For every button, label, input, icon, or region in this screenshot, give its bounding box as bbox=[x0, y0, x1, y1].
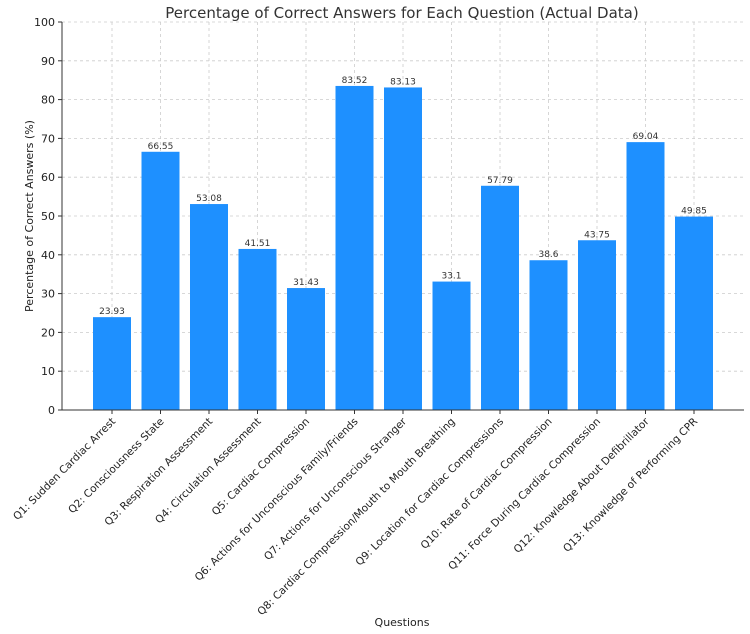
bar bbox=[238, 248, 277, 410]
bar bbox=[432, 281, 471, 410]
bar-value-label: 57.79 bbox=[487, 176, 513, 186]
x-tick-label: Q2: Consciousness State bbox=[66, 416, 167, 517]
y-tick-label: 100 bbox=[34, 16, 55, 29]
y-tick-label: 10 bbox=[41, 365, 55, 378]
bar-value-label: 38.6 bbox=[538, 250, 558, 260]
y-tick-label: 80 bbox=[41, 94, 55, 107]
bar-value-label: 83.52 bbox=[342, 76, 368, 86]
bar-value-label: 66.55 bbox=[148, 142, 174, 152]
bar bbox=[481, 185, 519, 410]
bar bbox=[335, 85, 374, 411]
bar-value-label: 69.04 bbox=[633, 132, 659, 142]
y-tick-label: 50 bbox=[41, 210, 55, 223]
y-tick-label: 60 bbox=[41, 171, 55, 184]
bar-value-label: 53.08 bbox=[196, 194, 222, 204]
bar-value-label: 31.43 bbox=[293, 278, 319, 288]
y-tick-label: 20 bbox=[41, 326, 55, 339]
x-axis-label: Questions bbox=[375, 616, 430, 629]
bar bbox=[529, 260, 568, 410]
y-tick-label: 40 bbox=[41, 249, 55, 262]
bar bbox=[578, 240, 616, 410]
y-tick-label: 70 bbox=[41, 132, 55, 145]
chart-title: Percentage of Correct Answers for Each Q… bbox=[165, 4, 638, 22]
bar-value-label: 23.93 bbox=[99, 307, 125, 317]
bar bbox=[287, 288, 325, 410]
bar-value-label: 43.75 bbox=[584, 230, 610, 240]
y-axis-label: Percentage of Correct Answers (%) bbox=[23, 120, 36, 312]
x-tick-label: Q5: Cardiac Compression bbox=[210, 416, 313, 519]
bar-value-label: 49.85 bbox=[681, 207, 707, 217]
bar bbox=[675, 216, 713, 410]
bar-layer bbox=[93, 85, 713, 411]
y-tick-label: 30 bbox=[41, 288, 55, 301]
bar-value-label: 41.51 bbox=[245, 239, 271, 249]
y-tick-label: 0 bbox=[48, 404, 55, 417]
x-tick-label: Q6: Actions for Unconscious Family/Frien… bbox=[193, 416, 361, 584]
bar bbox=[93, 317, 131, 410]
bar-value-label: 83.13 bbox=[390, 77, 416, 87]
data-label-layer: 23.93 66.55 53.08 41.51 31.43 83.52 83.13 33.1 5… bbox=[99, 76, 707, 317]
bar bbox=[190, 204, 228, 410]
bar bbox=[626, 142, 665, 410]
bar bbox=[141, 151, 180, 410]
y-tick-label: 90 bbox=[41, 55, 55, 68]
x-tick-label: Q1: Sudden Cardiac Arrest bbox=[11, 416, 118, 523]
bar-value-label: 33.1 bbox=[441, 272, 461, 282]
bar bbox=[384, 87, 422, 410]
